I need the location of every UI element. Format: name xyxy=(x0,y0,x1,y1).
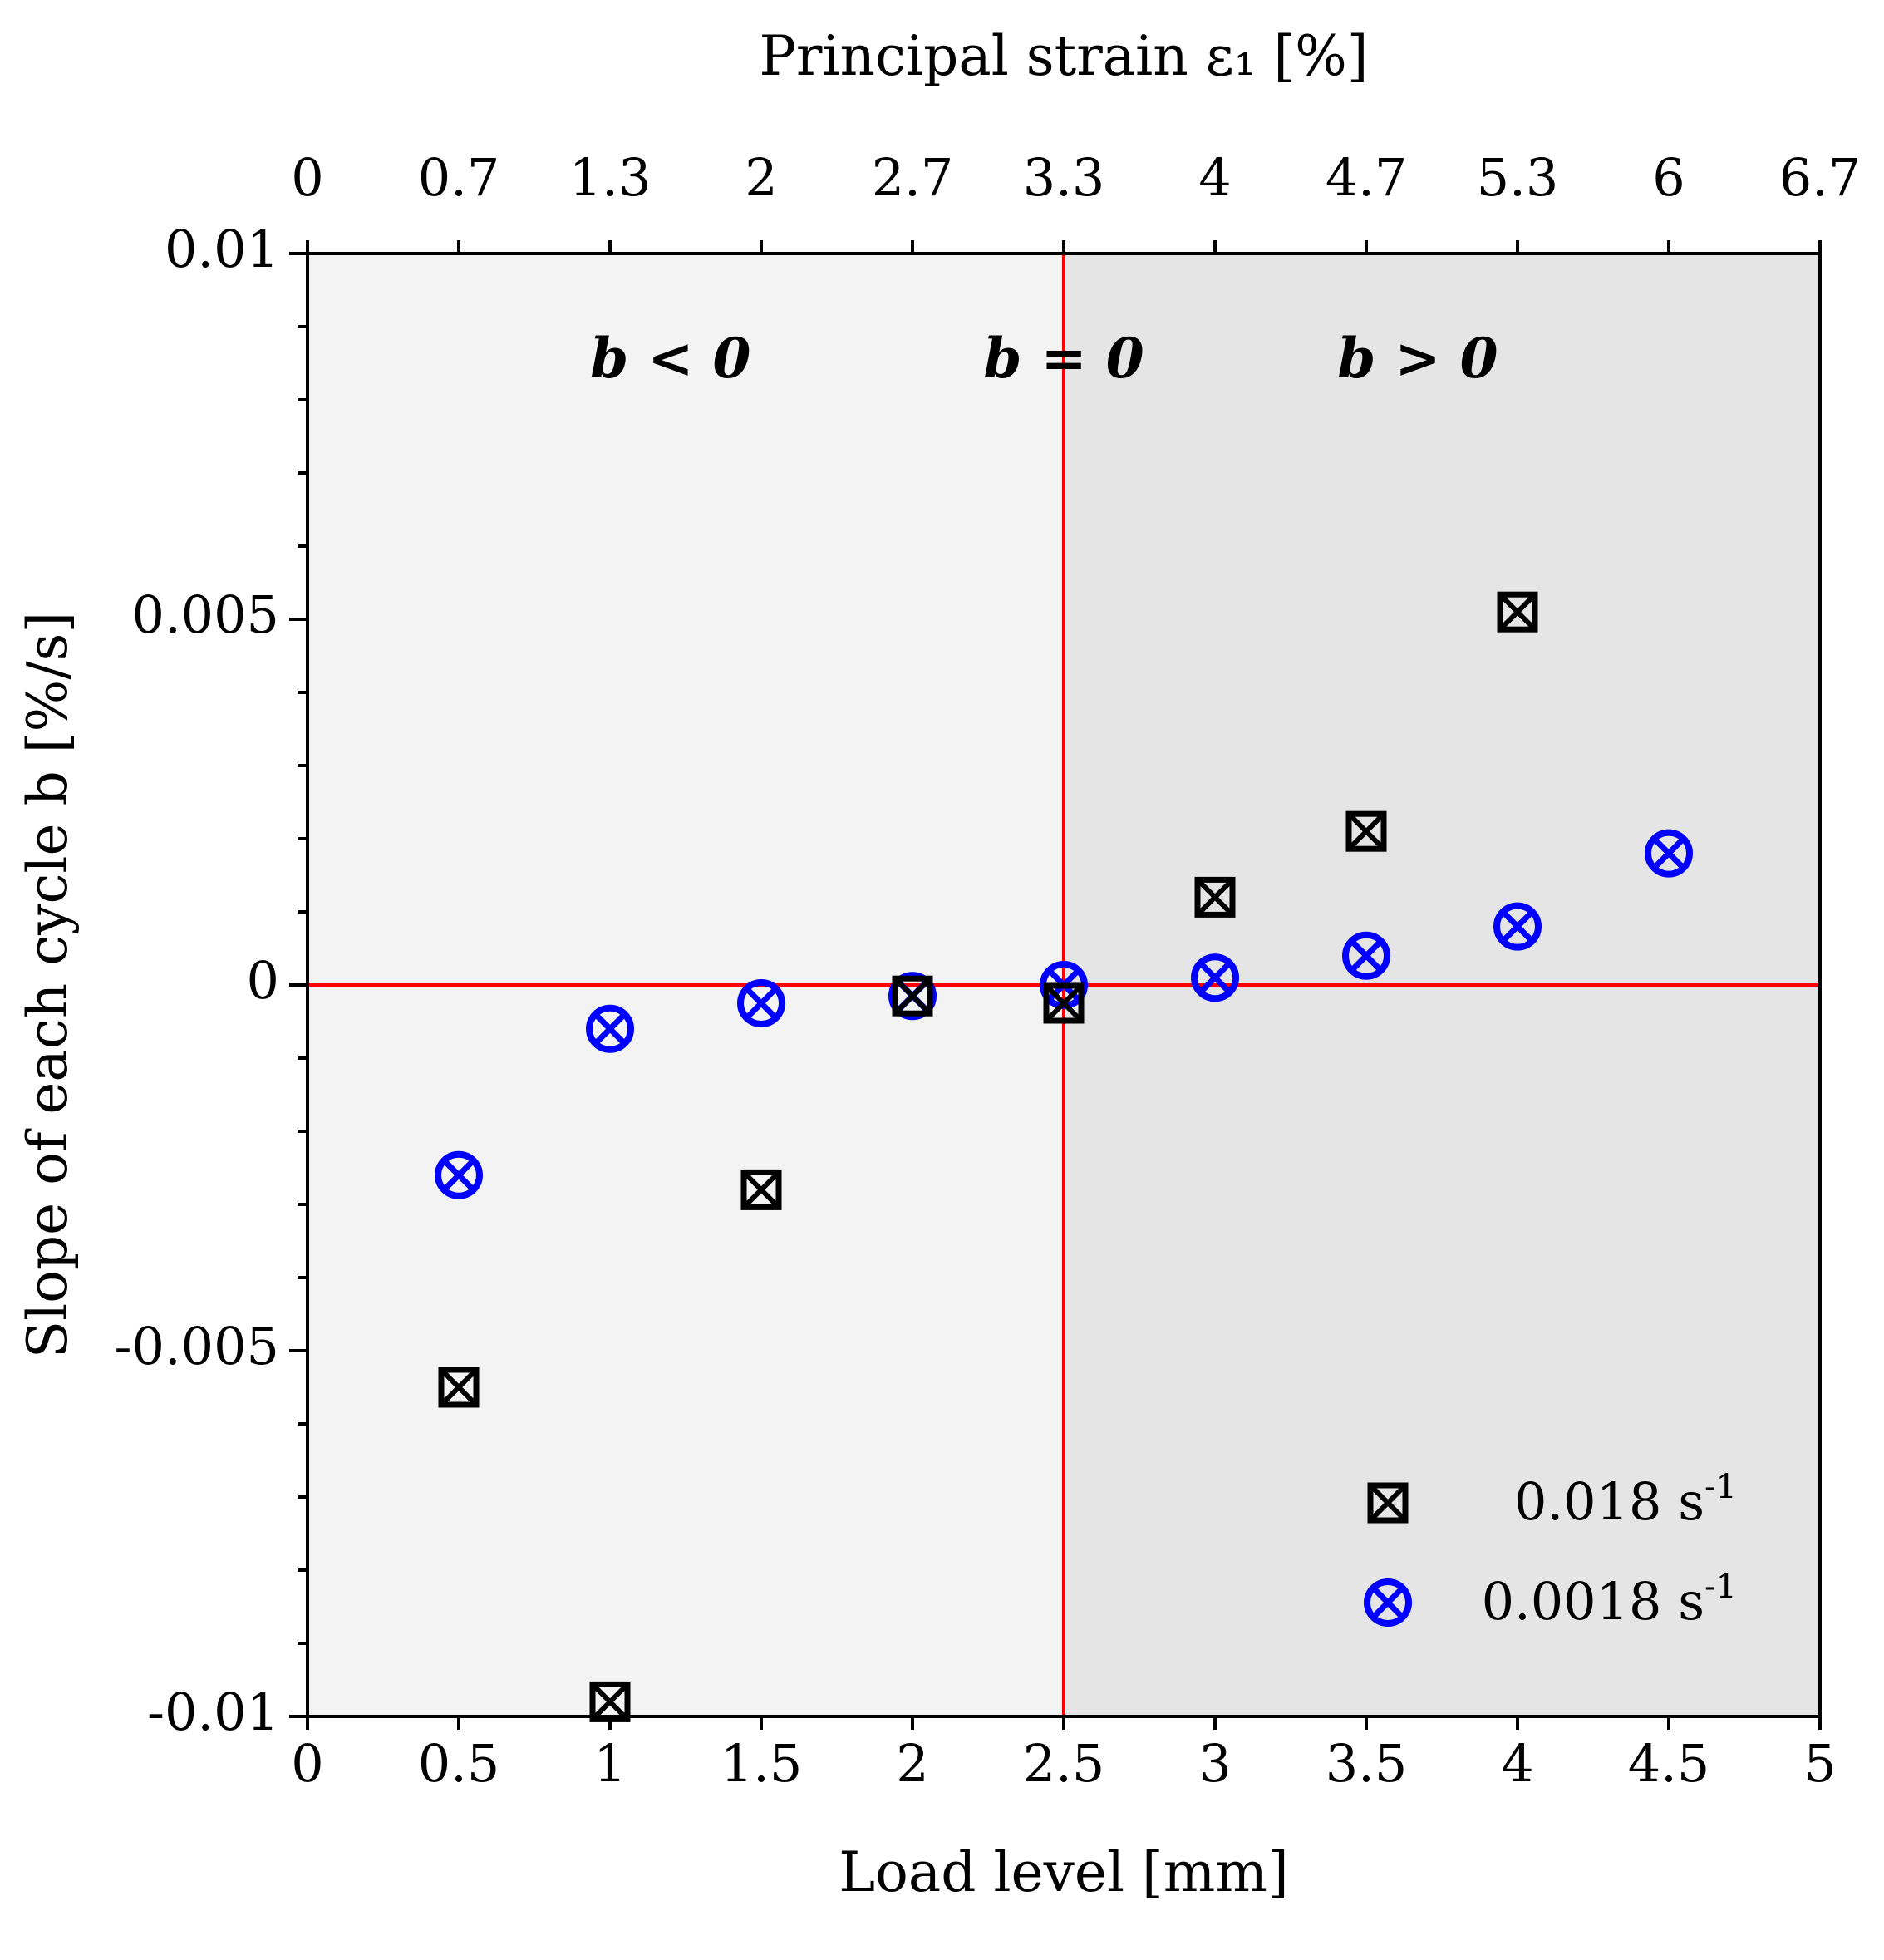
point-series-1-8 xyxy=(1645,829,1693,878)
point-series-0-0-box xyxy=(438,1367,480,1408)
x2-tick-label-5: 3.3 xyxy=(1023,147,1105,208)
point-series-0-4-cross-b xyxy=(1044,983,1084,1023)
region-labels: b < 0 b = 0 b > 0 xyxy=(590,326,1498,391)
point-series-0-1-cross-b xyxy=(590,1682,630,1721)
x2-tick-label-7: 4.7 xyxy=(1326,147,1408,208)
point-series-1-0-ring xyxy=(435,1150,483,1199)
point-series-0-2-box xyxy=(740,1169,782,1210)
point-series-0-6-cross-b xyxy=(1346,812,1386,851)
region-label-1: b = 0 xyxy=(983,326,1144,391)
legend: 0.018 s-1 0.0018 s-1 xyxy=(1364,1468,1737,1632)
x-tick-label-8: 4 xyxy=(1501,1733,1533,1794)
legend-marker-0 xyxy=(1367,1482,1409,1524)
point-series-0-5-box xyxy=(1194,876,1236,918)
point-series-0-2 xyxy=(740,1169,782,1210)
point-series-0-5-cross-b xyxy=(1195,878,1235,917)
x-tick-label-2: 1 xyxy=(593,1733,626,1794)
point-series-1-6-cross-b xyxy=(1349,938,1384,973)
legend-label-0: 0.018 s-1 xyxy=(1514,1468,1737,1532)
x-tick-label-7: 3.5 xyxy=(1326,1733,1408,1794)
point-series-1-7-ring xyxy=(1493,902,1542,951)
point-series-1-3-ring xyxy=(888,972,937,1021)
point-series-1-1 xyxy=(586,1004,634,1053)
x-tick-label-4: 2 xyxy=(896,1733,928,1794)
x-axis-title: Load level [mm] xyxy=(839,1840,1288,1904)
axes: 0 0 0.5 0.7 1 1.3 1.5 2 2 2.7 2.5 3.3 3 4 3.5 4.7 4 5.3 4.… xyxy=(16,24,1861,1904)
y-tick-label-4: 0.01 xyxy=(165,219,279,279)
x2-tick-label-1: 0.7 xyxy=(418,147,500,208)
point-series-1-0 xyxy=(435,1150,483,1199)
data-points xyxy=(435,591,1693,1722)
x2-tick-label-9: 6 xyxy=(1652,147,1685,208)
legend-label-exponent-1: -1 xyxy=(1704,1568,1737,1606)
point-series-1-8-cross-b xyxy=(1651,836,1686,870)
point-series-1-5-ring xyxy=(1191,953,1239,1002)
x-tick-label-3: 1.5 xyxy=(721,1733,803,1794)
point-series-1-0-cross-b xyxy=(441,1158,476,1192)
y-tick-label-0: -0.01 xyxy=(147,1682,279,1742)
x2-tick-label-6: 4 xyxy=(1198,147,1231,208)
point-series-0-7-box xyxy=(1497,591,1538,633)
point-series-0-7 xyxy=(1497,591,1538,633)
point-series-1-2 xyxy=(737,979,785,1027)
x2-tick-label-0: 0 xyxy=(291,147,323,208)
x-tick-label-10: 5 xyxy=(1803,1733,1836,1794)
point-series-0-3-cross-b xyxy=(893,977,932,1016)
y-tick-label-2: 0 xyxy=(247,950,279,1011)
point-series-1-2-cross-b xyxy=(744,986,779,1021)
point-series-1-2-ring xyxy=(737,979,785,1027)
y-tick-label-3: 0.005 xyxy=(132,584,280,645)
x2-tick-label-10: 6.7 xyxy=(1779,147,1862,208)
point-series-1-1-cross-b xyxy=(593,1012,627,1046)
point-series-0-6-box xyxy=(1345,810,1387,852)
legend-marker-1-ring xyxy=(1364,1578,1412,1627)
x2-tick-label-2: 1.3 xyxy=(569,147,652,208)
x2-tick-label-3: 2 xyxy=(745,147,777,208)
point-series-1-1-ring xyxy=(586,1004,634,1053)
point-series-0-4 xyxy=(1043,982,1085,1024)
x-tick-label-5: 2.5 xyxy=(1023,1733,1105,1794)
point-series-1-5 xyxy=(1191,953,1239,1002)
x-tick-label-1: 0.5 xyxy=(418,1733,500,1794)
legend-marker-0-box xyxy=(1367,1482,1409,1524)
point-series-0-5 xyxy=(1194,876,1236,918)
point-series-0-0 xyxy=(438,1367,480,1408)
x2-axis-title: Principal strain ε₁ [%] xyxy=(759,24,1368,88)
point-series-1-6-ring xyxy=(1342,931,1390,980)
point-series-1-7-cross-b xyxy=(1500,909,1535,943)
x-tick-label-6: 3 xyxy=(1198,1733,1231,1794)
x2-tick-label-8: 5.3 xyxy=(1477,147,1559,208)
y-tick-label-1: -0.005 xyxy=(115,1316,279,1376)
x-tick-label-0: 0 xyxy=(291,1733,323,1794)
point-series-0-4-box xyxy=(1043,982,1085,1024)
region-label-0: b < 0 xyxy=(590,326,750,391)
y-axis-title: Slope of each cycle b [%/s] xyxy=(16,612,80,1358)
point-series-0-0-cross-b xyxy=(439,1367,479,1407)
point-series-1-6 xyxy=(1342,931,1390,980)
point-series-0-3 xyxy=(892,975,933,1017)
point-series-0-6 xyxy=(1345,810,1387,852)
legend-label-exponent-0: -1 xyxy=(1704,1468,1737,1506)
region-label-2: b > 0 xyxy=(1337,326,1498,391)
point-series-0-2-cross-b xyxy=(741,1170,781,1209)
point-series-0-3-box xyxy=(892,975,933,1017)
x-tick-label-9: 4.5 xyxy=(1628,1733,1710,1794)
point-series-1-7 xyxy=(1493,902,1542,951)
point-series-1-5-cross-b xyxy=(1198,961,1232,995)
legend-marker-1-cross-b xyxy=(1370,1585,1405,1620)
point-series-1-8-ring xyxy=(1645,829,1693,878)
legend-marker-1 xyxy=(1364,1578,1412,1627)
point-series-0-7-cross-b xyxy=(1498,593,1537,632)
legend-label-1: 0.0018 s-1 xyxy=(1482,1568,1737,1632)
legend-marker-0-cross-b xyxy=(1368,1483,1408,1523)
x2-tick-label-4: 2.7 xyxy=(872,147,954,208)
